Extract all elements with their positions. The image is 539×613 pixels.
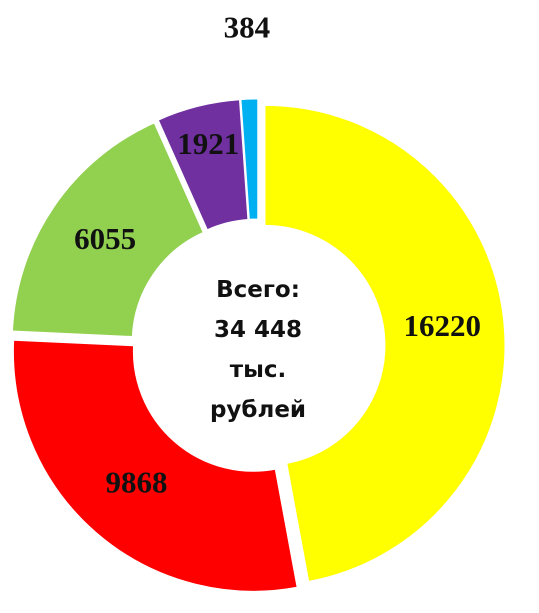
data-label: 1921 xyxy=(177,126,239,161)
donut-segment xyxy=(240,98,259,220)
data-label: 9868 xyxy=(105,465,167,500)
donut-segment xyxy=(264,104,506,582)
donut-segment xyxy=(11,122,204,338)
data-label: 16220 xyxy=(403,308,481,343)
donut-segment xyxy=(157,99,249,231)
center-label: Всего: 34 448 тыс. рублей xyxy=(209,277,307,423)
donut-segment xyxy=(12,339,298,592)
data-label: 384 xyxy=(224,9,271,44)
data-label: 6055 xyxy=(74,221,136,256)
